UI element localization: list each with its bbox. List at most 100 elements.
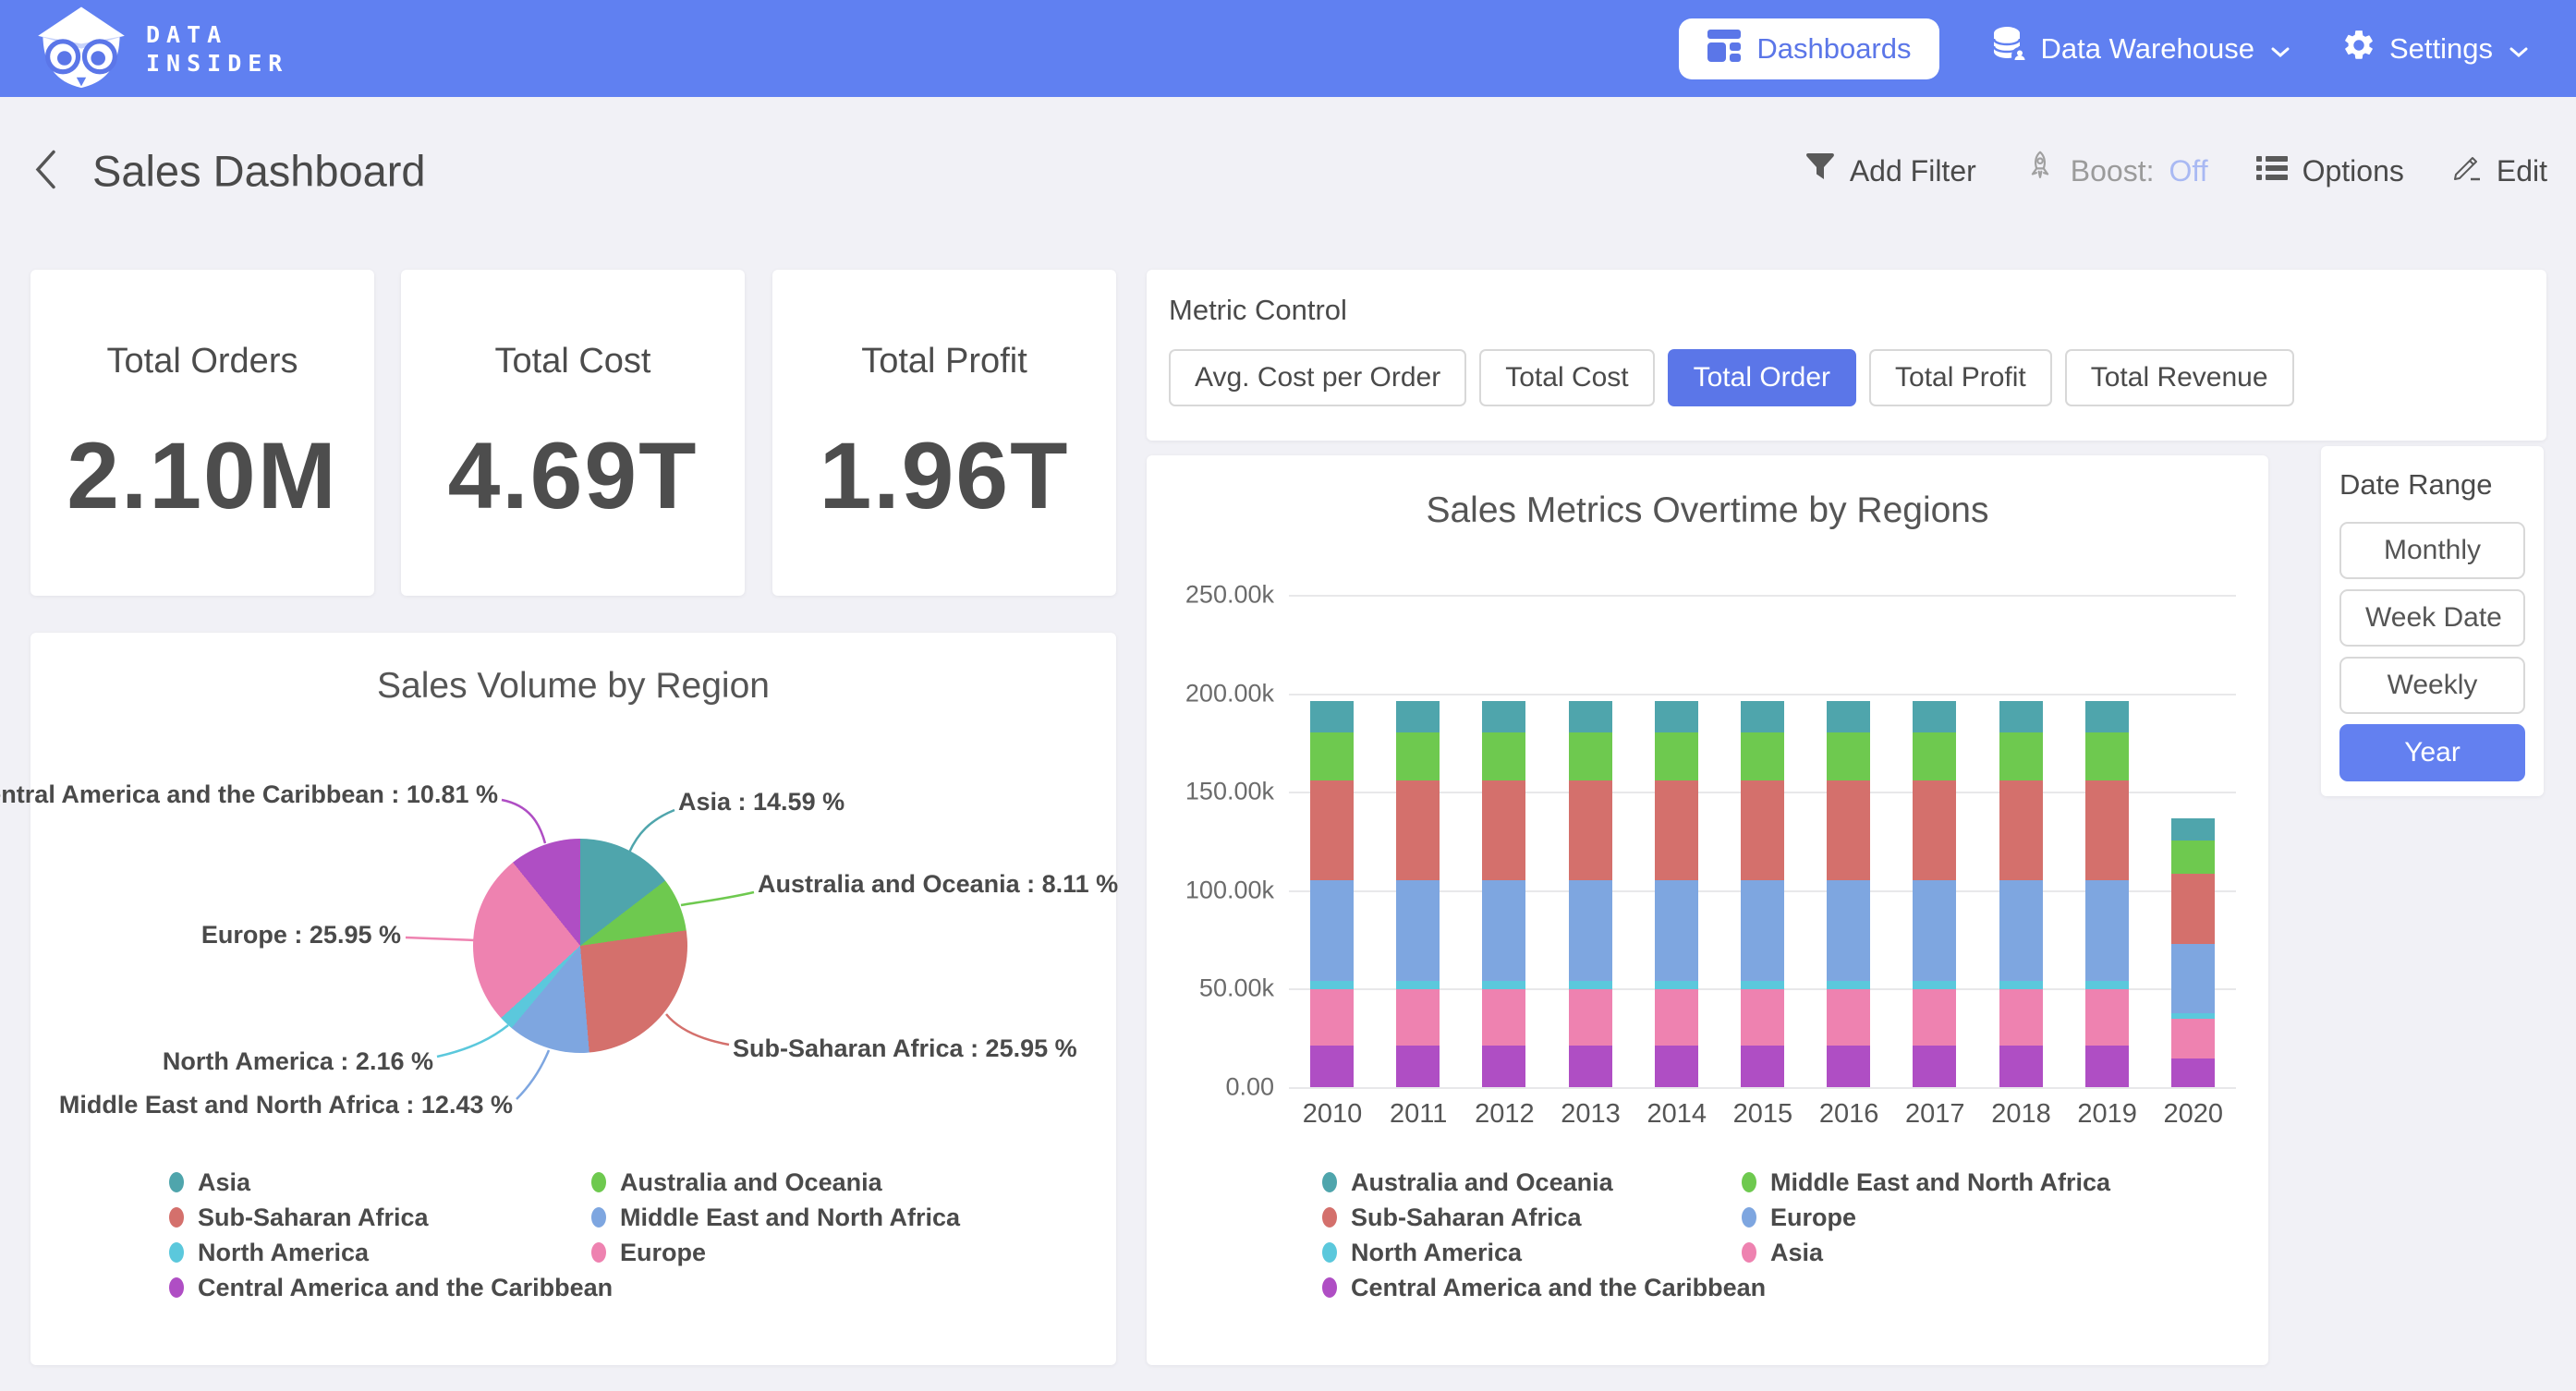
bar-segment-central-america-and-the-caribbean-2018[interactable]	[1999, 1045, 2043, 1087]
bar-segment-north-america-2013[interactable]	[1568, 980, 1612, 989]
bar-segment-europe-2017[interactable]	[1913, 880, 1957, 981]
bar-segment-asia-2019[interactable]	[2084, 988, 2129, 1046]
bar-segment-north-america-2018[interactable]	[1999, 980, 2043, 989]
bar-segment-asia-2017[interactable]	[1913, 988, 1957, 1046]
bar-segment-central-america-and-the-caribbean-2013[interactable]	[1568, 1045, 1612, 1087]
date-range-button-weekly[interactable]: Weekly	[2339, 657, 2525, 714]
bar-segment-central-america-and-the-caribbean-2020[interactable]	[2170, 1058, 2215, 1087]
pie-chart[interactable]	[473, 839, 687, 1053]
bar-segment-australia-and-oceania-2010[interactable]	[1310, 700, 1355, 732]
legend-dot	[591, 1172, 606, 1192]
bar-segment-asia-2011[interactable]	[1396, 988, 1440, 1046]
options-button[interactable]: Options	[2255, 154, 2404, 188]
bar-segment-north-america-2011[interactable]	[1396, 980, 1440, 989]
metric-button-total-profit[interactable]: Total Profit	[1869, 349, 2052, 406]
bar-segment-middle-east-and-north-africa-2018[interactable]	[1999, 732, 2043, 780]
bar-segment-middle-east-and-north-africa-2015[interactable]	[1741, 732, 1784, 780]
bar-segment-middle-east-and-north-africa-2011[interactable]	[1396, 732, 1440, 780]
bar-segment-sub-saharan-africa-2016[interactable]	[1827, 780, 1871, 881]
bar-segment-asia-2018[interactable]	[1999, 988, 2043, 1046]
brand: DATA INSIDER	[0, 4, 288, 93]
bar-segment-europe-2012[interactable]	[1482, 880, 1526, 981]
bar-segment-europe-2018[interactable]	[1999, 880, 2043, 981]
bar-segment-middle-east-and-north-africa-2016[interactable]	[1827, 732, 1871, 780]
bar-segment-central-america-and-the-caribbean-2010[interactable]	[1310, 1045, 1355, 1087]
bar-segment-europe-2015[interactable]	[1741, 880, 1784, 981]
bar-segment-north-america-2012[interactable]	[1482, 980, 1526, 989]
pie-callout-sub-saharan-africa: Sub-Saharan Africa : 25.95 %	[733, 1034, 1077, 1062]
metric-button-avg-cost-per-order[interactable]: Avg. Cost per Order	[1169, 349, 1467, 406]
bar-segment-sub-saharan-africa-2020[interactable]	[2170, 874, 2215, 944]
nav-item-settings[interactable]: Settings	[2341, 28, 2528, 70]
bar-segment-australia-and-oceania-2015[interactable]	[1741, 700, 1784, 732]
bar-segment-europe-2014[interactable]	[1654, 880, 1698, 981]
bar-segment-north-america-2017[interactable]	[1913, 980, 1957, 989]
bar-segment-australia-and-oceania-2019[interactable]	[2084, 700, 2129, 732]
date-range-button-year[interactable]: Year	[2339, 724, 2525, 781]
bar-segment-central-america-and-the-caribbean-2017[interactable]	[1913, 1045, 1957, 1087]
back-button[interactable]	[33, 149, 57, 194]
date-range-button-monthly[interactable]: Monthly	[2339, 522, 2525, 579]
bar-segment-australia-and-oceania-2020[interactable]	[2170, 818, 2215, 841]
bar-segment-central-america-and-the-caribbean-2015[interactable]	[1741, 1045, 1784, 1087]
bar-segment-north-america-2014[interactable]	[1654, 980, 1698, 989]
date-range-button-week-date[interactable]: Week Date	[2339, 589, 2525, 647]
metric-button-total-order[interactable]: Total Order	[1667, 349, 1857, 406]
nav-item-data-warehouse[interactable]: Data Warehouse	[1991, 26, 2290, 72]
gridline	[1289, 693, 2236, 696]
bar-segment-middle-east-and-north-africa-2020[interactable]	[2170, 840, 2215, 875]
bar-segment-asia-2015[interactable]	[1741, 988, 1784, 1046]
bar-segment-sub-saharan-africa-2019[interactable]	[2084, 780, 2129, 881]
bar-segment-asia-2020[interactable]	[2170, 1019, 2215, 1058]
bar-segment-asia-2013[interactable]	[1568, 988, 1612, 1046]
bar-segment-middle-east-and-north-africa-2017[interactable]	[1913, 732, 1957, 780]
bar-segment-sub-saharan-africa-2013[interactable]	[1568, 780, 1612, 881]
bar-segment-north-america-2015[interactable]	[1741, 980, 1784, 989]
boost-toggle[interactable]: Boost: Off	[2024, 150, 2208, 192]
bar-segment-sub-saharan-africa-2018[interactable]	[1999, 780, 2043, 881]
bar-segment-asia-2016[interactable]	[1827, 988, 1871, 1046]
bar-segment-europe-2011[interactable]	[1396, 880, 1440, 981]
bar-segment-australia-and-oceania-2014[interactable]	[1654, 700, 1698, 732]
bar-segment-central-america-and-the-caribbean-2012[interactable]	[1482, 1045, 1526, 1087]
bar-segment-asia-2012[interactable]	[1482, 988, 1526, 1046]
bar-segment-australia-and-oceania-2018[interactable]	[1999, 700, 2043, 732]
bar-segment-middle-east-and-north-africa-2013[interactable]	[1568, 732, 1612, 780]
bar-segment-europe-2019[interactable]	[2084, 880, 2129, 981]
bar-segment-north-america-2020[interactable]	[2170, 1013, 2215, 1020]
bar-segment-australia-and-oceania-2011[interactable]	[1396, 700, 1440, 732]
bar-segment-sub-saharan-africa-2010[interactable]	[1310, 780, 1355, 881]
bar-segment-sub-saharan-africa-2011[interactable]	[1396, 780, 1440, 881]
bar-segment-sub-saharan-africa-2017[interactable]	[1913, 780, 1957, 881]
bar-segment-central-america-and-the-caribbean-2011[interactable]	[1396, 1045, 1440, 1087]
edit-button[interactable]: Edit	[2452, 152, 2547, 189]
nav-item-dashboards[interactable]: Dashboards	[1679, 18, 1939, 79]
bar-segment-north-america-2019[interactable]	[2084, 980, 2129, 989]
bar-segment-australia-and-oceania-2017[interactable]	[1913, 700, 1957, 732]
bar-segment-sub-saharan-africa-2012[interactable]	[1482, 780, 1526, 881]
bar-segment-europe-2016[interactable]	[1827, 880, 1871, 981]
bar-segment-middle-east-and-north-africa-2010[interactable]	[1310, 732, 1355, 780]
bar-segment-europe-2013[interactable]	[1568, 880, 1612, 981]
y-axis-tick: 50.00k	[1198, 974, 1274, 1002]
bar-segment-asia-2010[interactable]	[1310, 988, 1355, 1046]
metric-button-total-revenue[interactable]: Total Revenue	[2064, 349, 2294, 406]
bar-segment-north-america-2010[interactable]	[1310, 980, 1355, 989]
bar-segment-sub-saharan-africa-2015[interactable]	[1741, 780, 1784, 881]
bar-segment-middle-east-and-north-africa-2014[interactable]	[1654, 732, 1698, 780]
bar-segment-australia-and-oceania-2013[interactable]	[1568, 700, 1612, 732]
bar-segment-central-america-and-the-caribbean-2016[interactable]	[1827, 1045, 1871, 1087]
bar-segment-europe-2010[interactable]	[1310, 880, 1355, 981]
metric-button-total-cost[interactable]: Total Cost	[1479, 349, 1655, 406]
bar-segment-australia-and-oceania-2016[interactable]	[1827, 700, 1871, 732]
bar-segment-central-america-and-the-caribbean-2014[interactable]	[1654, 1045, 1698, 1087]
bar-segment-middle-east-and-north-africa-2019[interactable]	[2084, 732, 2129, 780]
bar-segment-north-america-2016[interactable]	[1827, 980, 1871, 989]
add-filter-button[interactable]: Add Filter	[1805, 152, 1976, 189]
bar-segment-central-america-and-the-caribbean-2019[interactable]	[2084, 1045, 2129, 1087]
bar-segment-sub-saharan-africa-2014[interactable]	[1654, 780, 1698, 881]
bar-segment-middle-east-and-north-africa-2012[interactable]	[1482, 732, 1526, 780]
bar-segment-australia-and-oceania-2012[interactable]	[1482, 700, 1526, 732]
bar-segment-europe-2020[interactable]	[2170, 943, 2215, 1014]
bar-segment-asia-2014[interactable]	[1654, 988, 1698, 1046]
